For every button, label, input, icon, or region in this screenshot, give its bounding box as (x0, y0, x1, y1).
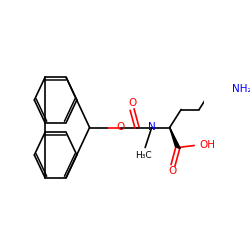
Text: O: O (116, 122, 125, 132)
Text: NH₂: NH₂ (232, 84, 250, 94)
Text: H₃C: H₃C (135, 151, 152, 160)
Text: OH: OH (199, 140, 215, 150)
Text: O: O (128, 98, 136, 108)
Text: O: O (169, 166, 177, 176)
Text: N: N (148, 122, 156, 132)
Polygon shape (170, 128, 180, 148)
